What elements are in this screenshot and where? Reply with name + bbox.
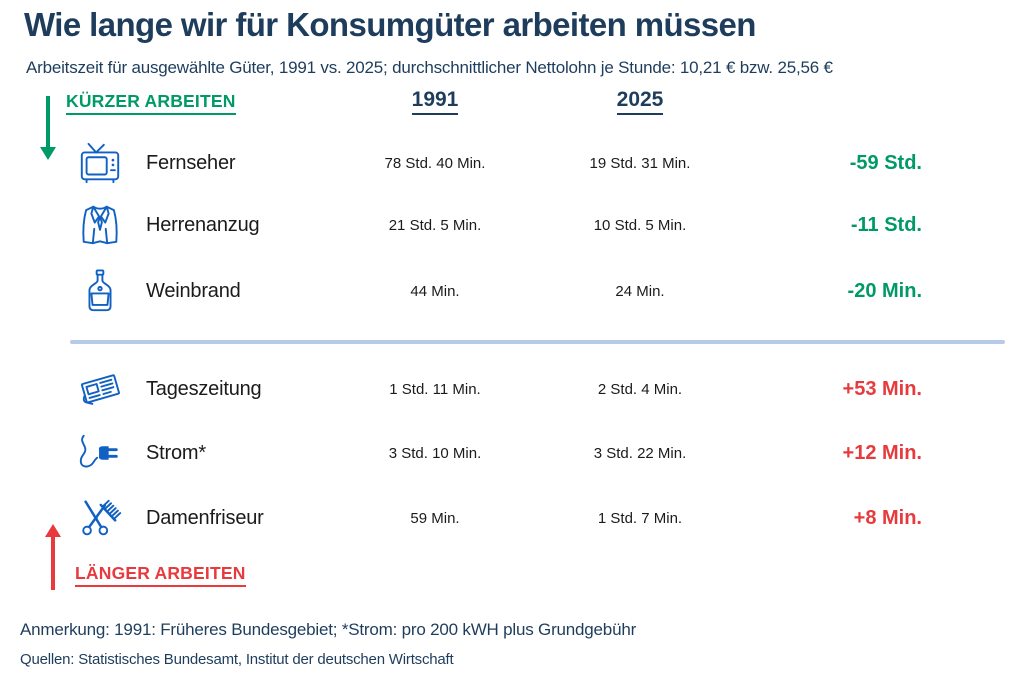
table-row: Strom* 3 Std. 10 Min. 3 Std. 22 Min. +12… — [0, 421, 1020, 485]
legend-longer-label: LÄNGER ARBEITEN — [75, 563, 246, 587]
newspaper-icon — [70, 366, 130, 412]
difference-value: -20 Min. — [847, 279, 922, 302]
difference-value: -59 Std. — [849, 151, 922, 174]
difference-value: +53 Min. — [842, 377, 922, 400]
value-1991: 59 Min. — [410, 509, 460, 527]
footnote-sources: Quellen: Statistisches Bundesamt, Instit… — [20, 651, 454, 668]
value-2025: 3 Std. 22 Min. — [593, 444, 687, 462]
value-1991: 78 Std. 40 Min. — [384, 154, 486, 172]
table-row: Fernseher 78 Std. 40 Min. 19 Std. 31 Min… — [0, 131, 1020, 195]
value-2025: 1 Std. 7 Min. — [597, 509, 683, 527]
item-label: Damenfriseur — [146, 506, 264, 529]
value-2025: 19 Std. 31 Min. — [589, 154, 691, 172]
bottle-icon — [70, 268, 130, 314]
page-subtitle: Arbeitszeit für ausgewählte Güter, 1991 … — [26, 58, 833, 77]
difference-value: +12 Min. — [842, 441, 922, 464]
column-header-2025: 2025 — [510, 88, 770, 115]
plug-icon — [70, 430, 130, 476]
section-divider — [70, 340, 1005, 344]
legend-shorter-label: KÜRZER ARBEITEN — [66, 91, 236, 115]
footnote-annotation: Anmerkung: 1991: Früheres Bundesgebiet; … — [20, 620, 637, 639]
value-2025: 24 Min. — [615, 282, 665, 300]
value-1991: 44 Min. — [410, 282, 460, 300]
value-1991: 3 Std. 10 Min. — [388, 444, 482, 462]
value-1991: 21 Std. 5 Min. — [388, 216, 482, 234]
tv-icon — [70, 140, 130, 186]
table-row: Damenfriseur 59 Min. 1 Std. 7 Min. +8 Mi… — [0, 486, 1020, 550]
scissors-comb-icon — [70, 495, 130, 541]
page-title: Wie lange wir für Konsumgüter arbeiten m… — [24, 6, 756, 43]
item-label: Tageszeitung — [146, 377, 262, 400]
table-row: Tageszeitung 1 Std. 11 Min. 2 Std. 4 Min… — [0, 357, 1020, 421]
value-1991: 1 Std. 11 Min. — [389, 380, 481, 398]
item-label: Strom* — [146, 441, 206, 464]
column-header-1991: 1991 — [360, 88, 510, 115]
item-label: Fernseher — [146, 151, 236, 174]
suit-icon — [70, 202, 130, 248]
value-2025: 2 Std. 4 Min. — [597, 380, 683, 398]
table-row: Herrenanzug 21 Std. 5 Min. 10 Std. 5 Min… — [0, 193, 1020, 257]
value-2025: 10 Std. 5 Min. — [593, 216, 687, 234]
arrow-down-icon — [40, 96, 56, 160]
arrow-up-icon — [45, 524, 61, 590]
table-row: Weinbrand 44 Min. 24 Min. -20 Min. — [0, 259, 1020, 323]
difference-value: -11 Std. — [850, 213, 922, 236]
difference-value: +8 Min. — [853, 506, 922, 529]
item-label: Herrenanzug — [146, 213, 260, 236]
item-label: Weinbrand — [146, 279, 241, 302]
